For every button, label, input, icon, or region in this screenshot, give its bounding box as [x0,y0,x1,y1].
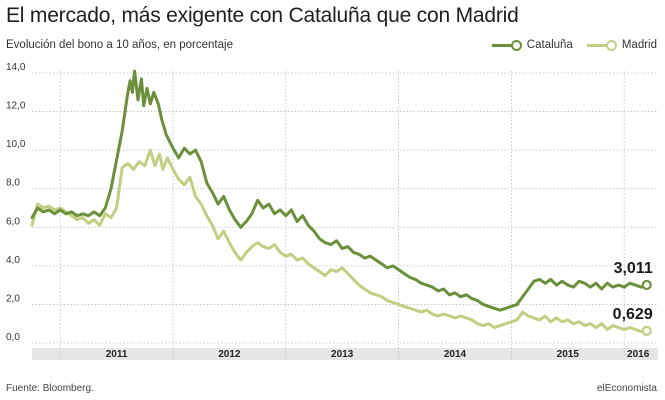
source-note: Fuente: Bloomberg. [6,383,94,394]
legend-label-cataluna: Cataluña [526,39,573,51]
x-tick-label: 2014 [444,349,467,360]
y-tick-label: 2,0 [6,293,20,304]
y-tick-label: 12,0 [6,101,26,112]
legend: Cataluña Madrid [491,39,657,51]
x-tick-label: 2011 [106,349,128,360]
series-line-madrid [30,148,649,333]
end-label-madrid: 0,629 [613,306,653,323]
x-tick-label: 2013 [331,349,354,360]
y-tick-label: 4,0 [6,255,20,266]
end-marker-cataluna [641,279,652,291]
series-line-cataluna [30,69,649,312]
y-tick-label: 0,0 [6,332,20,343]
chart-title: El mercado, más exigente con Cataluña qu… [6,4,519,27]
legend-swatch-cataluna [491,39,522,51]
y-tick-label: 14,0 [6,62,26,73]
y-tick-label: 8,0 [6,178,20,189]
legend-swatch-madrid [586,39,617,51]
x-axis-band [32,348,658,360]
y-tick-label: 10,0 [6,139,26,150]
brand-logo-text: elEconomista [596,383,657,394]
legend-item-madrid: Madrid [586,39,657,51]
x-tick-label: 2012 [218,349,241,360]
chart-subtitle: Evolución del bono a 10 años, en porcent… [6,39,233,51]
y-tick-label: 6,0 [6,216,20,227]
end-label-cataluna: 3,011 [614,260,653,277]
end-marker-madrid [641,325,652,336]
x-tick-label: 2016 [627,349,650,360]
x-tick-label: 2015 [557,349,580,360]
legend-item-cataluna: Cataluña [491,39,573,51]
legend-label-madrid: Madrid [621,39,657,51]
